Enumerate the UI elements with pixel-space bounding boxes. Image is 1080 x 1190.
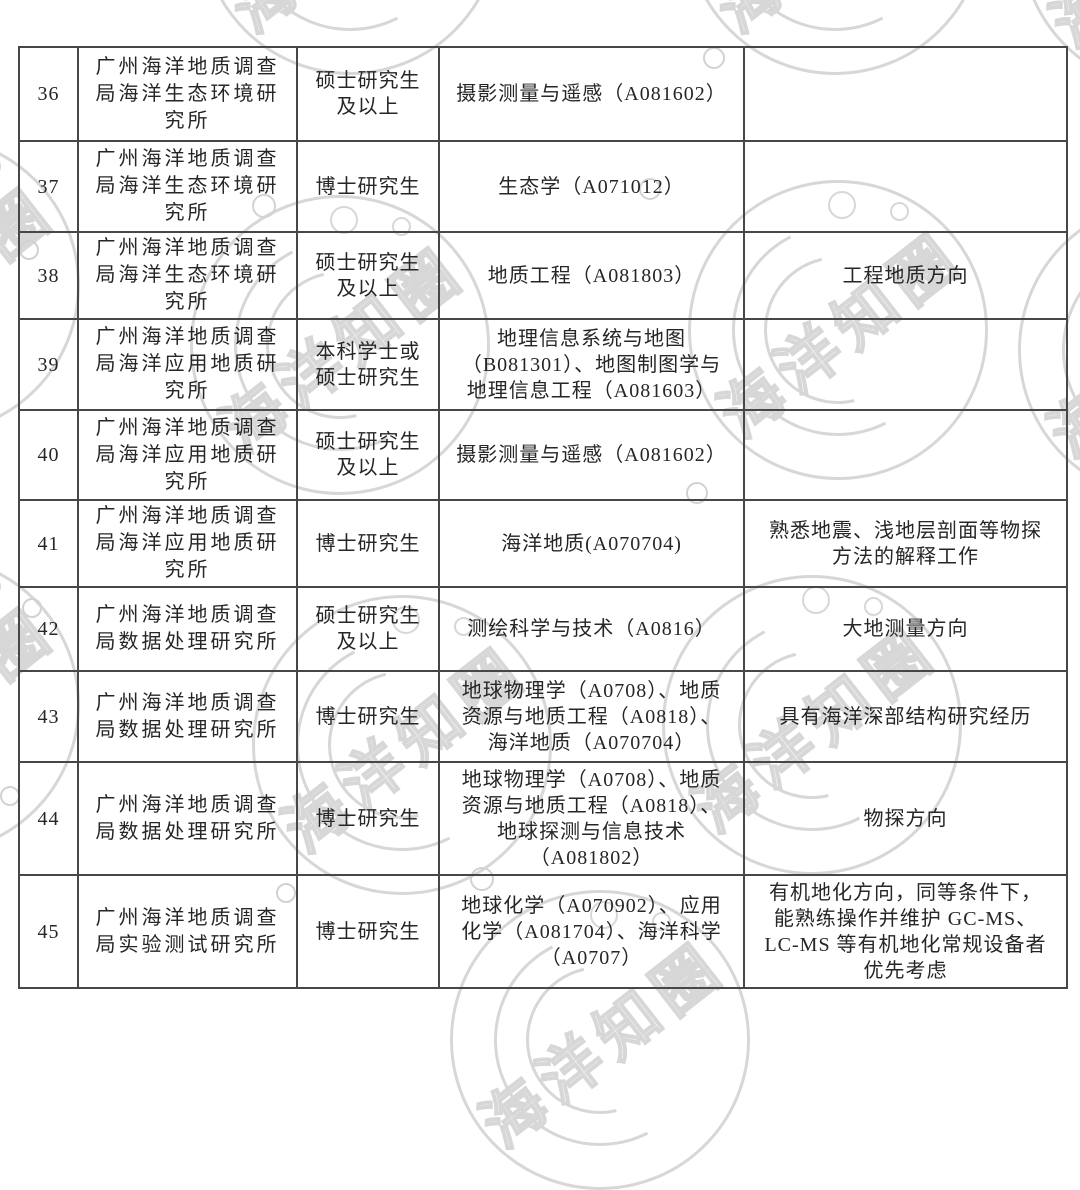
organization-cell: 广州海洋地质调查 局海洋应用地质研 究所 bbox=[77, 409, 298, 501]
table-row: 38 广州海洋地质调查 局海洋生态环境研 究所 硕士研究生 及以上 地质工程（A081… bbox=[18, 231, 1068, 320]
education-cell: 博士研究生 bbox=[296, 670, 440, 763]
education-cell: 博士研究生 bbox=[296, 874, 440, 989]
organization-cell: 广州海洋地质调查 局海洋生态环境研 究所 bbox=[77, 140, 298, 233]
note-cell: 物探方向 bbox=[743, 761, 1068, 876]
watermark-text: 海洋知圈 bbox=[694, 0, 976, 49]
stamp-arc-icon bbox=[1066, 248, 1080, 452]
education-cell: 硕士研究生 及以上 bbox=[296, 231, 440, 320]
note-cell bbox=[743, 318, 1068, 411]
bubble-icon bbox=[0, 157, 1, 176]
seq-cell: 44 bbox=[18, 761, 79, 876]
note-cell bbox=[743, 140, 1068, 233]
note-cell bbox=[743, 46, 1068, 142]
education-cell: 博士研究生 bbox=[296, 499, 440, 588]
organization-cell: 广州海洋地质调查 局实验测试研究所 bbox=[77, 874, 298, 989]
seq-cell: 38 bbox=[18, 231, 79, 320]
table-row: 39 广州海洋地质调查 局海洋应用地质研 究所 本科学士或 硕士研究生 地理信息系统与… bbox=[18, 318, 1068, 411]
organization-cell: 广州海洋地质调查 局海洋生态环境研 究所 bbox=[77, 231, 298, 320]
major-cell: 地质工程（A081803） bbox=[438, 231, 745, 320]
education-cell: 硕士研究生 及以上 bbox=[296, 46, 440, 142]
seq-cell: 36 bbox=[18, 46, 79, 142]
table-container: 36 广州海洋地质调查 局海洋生态环境研 究所 硕士研究生 及以上 摄影测量与遥感（A… bbox=[18, 46, 1068, 989]
seq-cell: 42 bbox=[18, 586, 79, 672]
organization-cell: 广州海洋地质调查 局数据处理研究所 bbox=[77, 586, 298, 672]
major-cell: 地理信息系统与地图 （B081301）、地图制图学与 地理信息工程（A08160… bbox=[438, 318, 745, 411]
education-cell: 硕士研究生 及以上 bbox=[296, 586, 440, 672]
education-cell: 博士研究生 bbox=[296, 761, 440, 876]
major-cell: 摄影测量与遥感（A081602） bbox=[438, 409, 745, 501]
note-cell bbox=[743, 409, 1068, 501]
stamp-arc-icon bbox=[733, 0, 937, 27]
seq-cell: 37 bbox=[18, 140, 79, 233]
organization-cell: 广州海洋地质调查 局海洋生态环境研 究所 bbox=[77, 46, 298, 142]
table-row: 41 广州海洋地质调查 局海洋应用地质研 究所 博士研究生 海洋地质(A070704)… bbox=[18, 499, 1068, 588]
seq-cell: 43 bbox=[18, 670, 79, 763]
watermark-text: 海洋知圈 bbox=[209, 0, 491, 49]
table-row: 42 广州海洋地质调查 局数据处理研究所 硕士研究生 及以上 测绘科学与技术（A081… bbox=[18, 586, 1068, 672]
note-cell: 具有海洋深部结构研究经历 bbox=[743, 670, 1068, 763]
organization-cell: 广州海洋地质调查 局海洋应用地质研 究所 bbox=[77, 318, 298, 411]
note-cell: 熟悉地震、浅地层剖面等物探 方法的解释工作 bbox=[743, 499, 1068, 588]
recruitment-table-body: 36 广州海洋地质调查 局海洋生态环境研 究所 硕士研究生 及以上 摄影测量与遥感（A… bbox=[18, 46, 1068, 989]
stamp-arc-icon bbox=[1068, 0, 1080, 42]
note-cell: 有机地化方向，同等条件下， 能熟练操作并维护 GC-MS、 LC-MS 等有机地… bbox=[743, 874, 1068, 989]
major-cell: 生态学（A071012） bbox=[438, 140, 745, 233]
table-row: 37 广州海洋地质调查 局海洋生态环境研 究所 博士研究生 生态学（A071012） bbox=[18, 140, 1068, 233]
education-cell: 本科学士或 硕士研究生 bbox=[296, 318, 440, 411]
note-cell: 工程地质方向 bbox=[743, 231, 1068, 320]
organization-cell: 广州海洋地质调查 局数据处理研究所 bbox=[77, 670, 298, 763]
table-row: 36 广州海洋地质调查 局海洋生态环境研 究所 硕士研究生 及以上 摄影测量与遥感（A… bbox=[18, 46, 1068, 142]
recruitment-table: 36 广州海洋地质调查 局海洋生态环境研 究所 硕士研究生 及以上 摄影测量与遥感（A… bbox=[18, 46, 1068, 989]
circle-icon bbox=[0, 786, 20, 806]
major-cell: 摄影测量与遥感（A081602） bbox=[438, 46, 745, 142]
bubble-icon bbox=[0, 577, 1, 596]
major-cell: 地球物理学（A0708）、地质 资源与地质工程（A0818）、 海洋地质（A07… bbox=[438, 670, 745, 763]
education-cell: 硕士研究生 及以上 bbox=[296, 409, 440, 501]
organization-cell: 广州海洋地质调查 局海洋应用地质研 究所 bbox=[77, 499, 298, 588]
table-row: 40 广州海洋地质调查 局海洋应用地质研 究所 硕士研究生 及以上 摄影测量与遥感（A… bbox=[18, 409, 1068, 501]
table-row: 43 广州海洋地质调查 局数据处理研究所 博士研究生 地球物理学（A0708）、地质 … bbox=[18, 670, 1068, 763]
note-cell: 大地测量方向 bbox=[743, 586, 1068, 672]
table-row: 45 广州海洋地质调查 局实验测试研究所 博士研究生 地球化学（A070902）、应用… bbox=[18, 874, 1068, 989]
major-cell: 测绘科学与技术（A0816） bbox=[438, 586, 745, 672]
major-cell: 海洋地质(A070704) bbox=[438, 499, 745, 588]
seq-cell: 39 bbox=[18, 318, 79, 411]
seq-cell: 41 bbox=[18, 499, 79, 588]
seq-cell: 45 bbox=[18, 874, 79, 989]
seq-cell: 40 bbox=[18, 409, 79, 501]
table-row: 44 广州海洋地质调查 局数据处理研究所 博士研究生 地球物理学（A0708）、地质 … bbox=[18, 761, 1068, 876]
education-cell: 博士研究生 bbox=[296, 140, 440, 233]
stamp-arc-icon bbox=[248, 0, 452, 27]
major-cell: 地球化学（A070902）、应用 化学（A081704）、海洋科学 （A0707… bbox=[438, 874, 745, 989]
major-cell: 地球物理学（A0708）、地质 资源与地质工程（A0818）、 地球探测与信息技… bbox=[438, 761, 745, 876]
organization-cell: 广州海洋地质调查 局数据处理研究所 bbox=[77, 761, 298, 876]
